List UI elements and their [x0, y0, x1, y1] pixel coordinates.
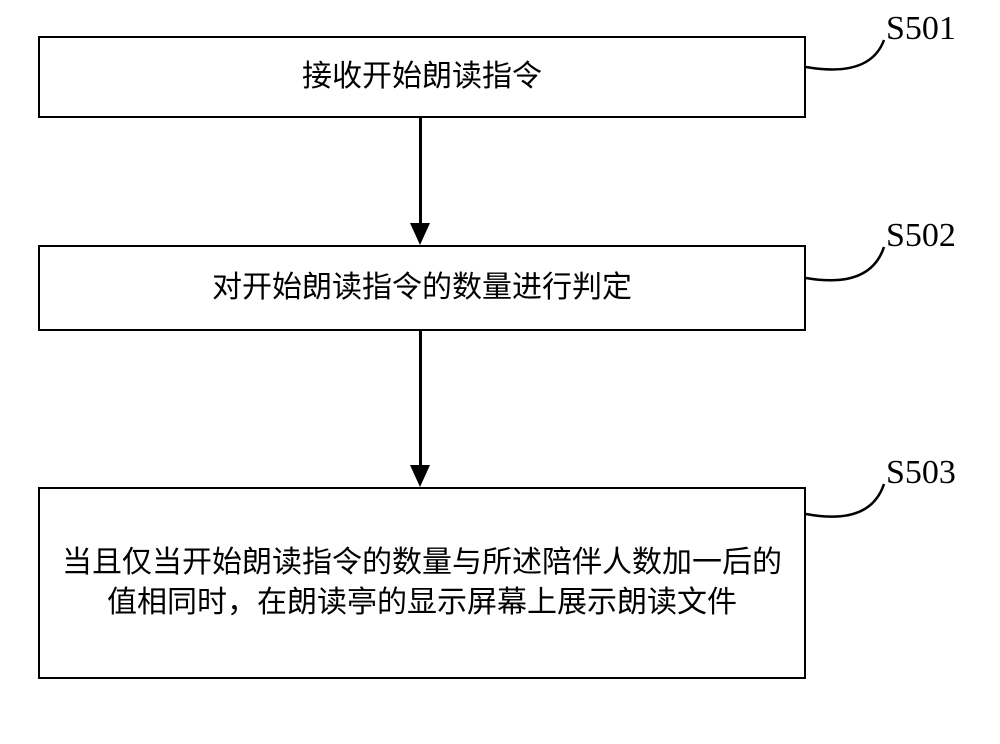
flow-node-text: 接收开始朗读指令 [302, 57, 542, 98]
flow-arrow-head-icon [410, 465, 430, 487]
label-connector [802, 243, 888, 293]
flow-node-judge-quantity: 对开始朗读指令的数量进行判定 [38, 245, 806, 331]
step-label-s501: S501 [886, 10, 956, 48]
flow-node-display-file: 当且仅当开始朗读指令的数量与所述陪伴人数加一后的值相同时，在朗读亭的显示屏幕上展… [38, 487, 806, 679]
flow-node-text: 当且仅当开始朗读指令的数量与所述陪伴人数加一后的值相同时，在朗读亭的显示屏幕上展… [60, 543, 784, 624]
flow-arrow-shaft [419, 118, 422, 225]
flow-arrow-head-icon [410, 223, 430, 245]
label-connector [802, 480, 888, 530]
flow-arrow-shaft [419, 331, 422, 467]
step-label-s503: S503 [886, 454, 956, 492]
flow-node-receive-command: 接收开始朗读指令 [38, 36, 806, 118]
flow-node-text: 对开始朗读指令的数量进行判定 [212, 268, 632, 309]
step-label-text: S503 [886, 454, 956, 491]
label-connector [802, 36, 888, 82]
flowchart-canvas: { "type": "flowchart", "background_color… [0, 0, 1000, 744]
step-label-text: S502 [886, 217, 956, 254]
step-label-s502: S502 [886, 217, 956, 255]
step-label-text: S501 [886, 10, 956, 47]
